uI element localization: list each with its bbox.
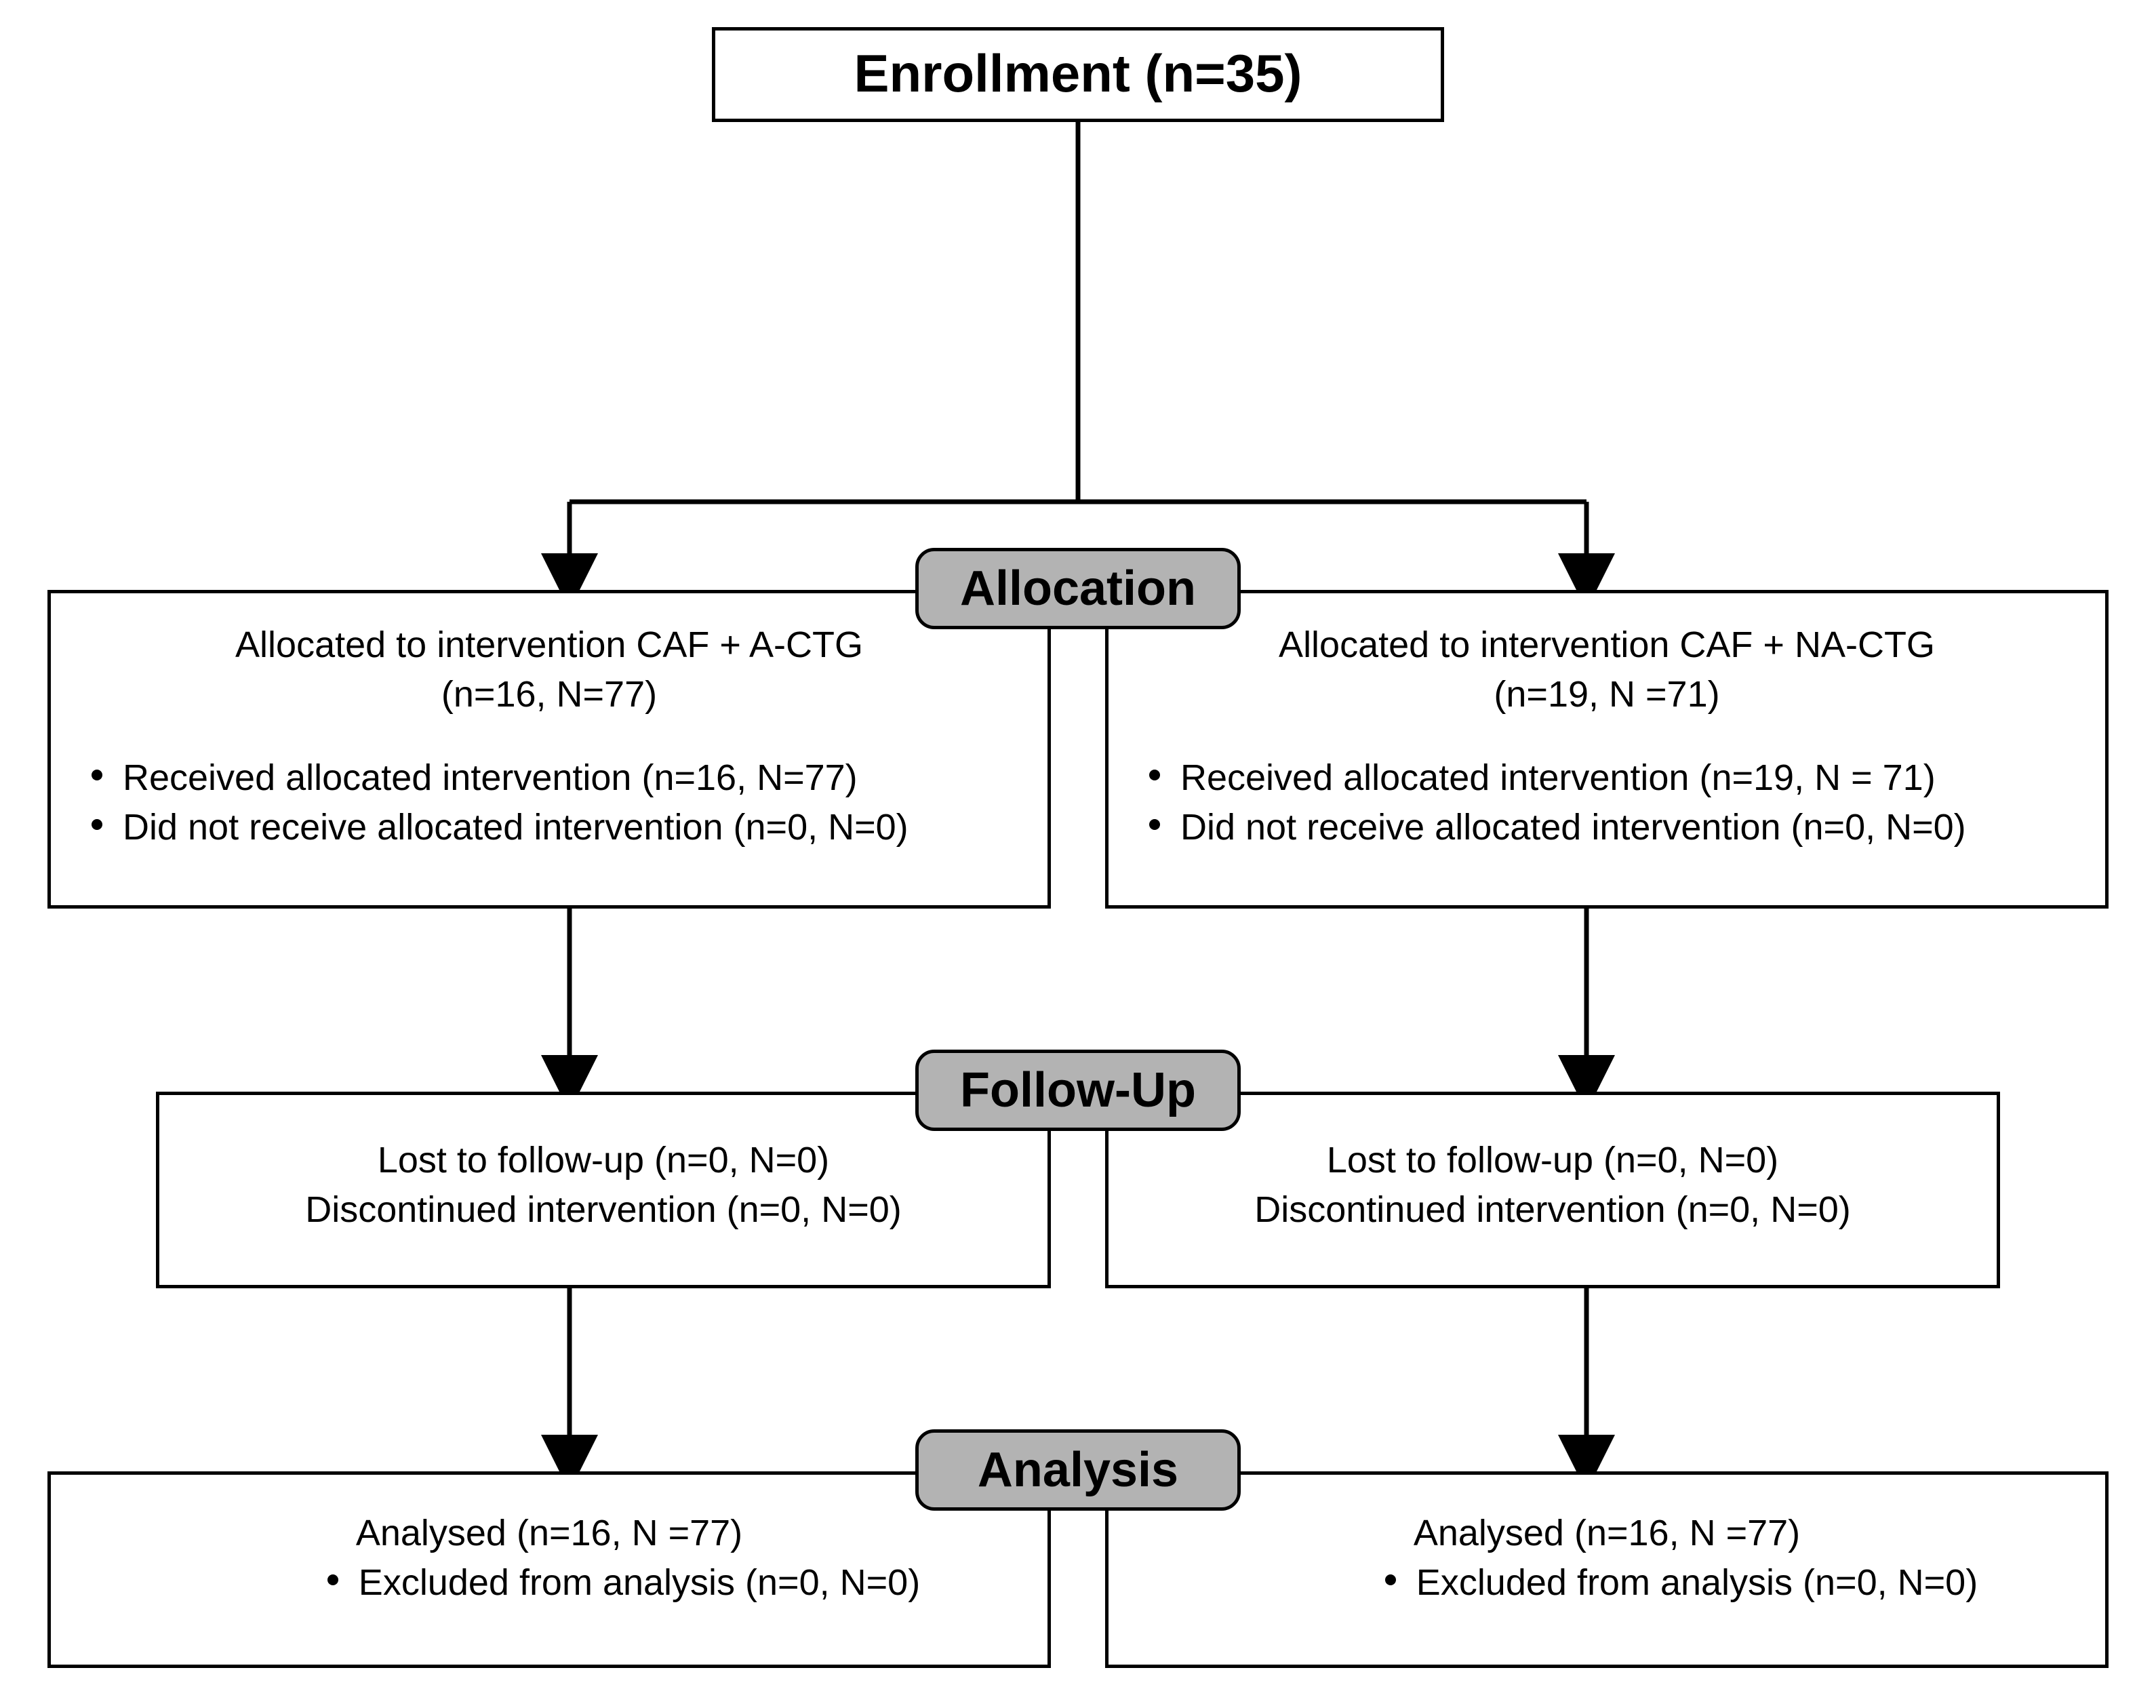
an-left-bullet1: Excluded from analysis (n=0, N=0) (359, 1558, 920, 1608)
allocation-left-node: Allocated to intervention CAF + A-CTG (n… (47, 590, 1051, 909)
bullet-icon (1385, 1574, 1396, 1585)
analysis-right-node: Analysed (n=16, N =77) Excluded from ana… (1105, 1471, 2109, 1668)
fu-left-line2: Discontinued intervention (n=0, N=0) (186, 1185, 1020, 1235)
phase-followup: Follow-Up (915, 1050, 1241, 1131)
bullet-icon (327, 1574, 338, 1585)
alloc-right-line2: (n=19, N =71) (1149, 670, 2064, 719)
phase-followup-label: Follow-Up (960, 1062, 1196, 1118)
an-right-bullet1: Excluded from analysis (n=0, N=0) (1416, 1558, 1978, 1608)
alloc-right-bullet2: Did not receive allocated intervention (… (1180, 803, 1966, 852)
bullet-icon (92, 819, 102, 830)
alloc-left-bullet1: Received allocated intervention (n=16, N… (123, 753, 858, 803)
phase-allocation-label: Allocation (960, 561, 1196, 616)
followup-left-node: Lost to follow-up (n=0, N=0) Discontinue… (156, 1092, 1051, 1288)
alloc-right-bullet1: Received allocated intervention (n=19, N… (1180, 753, 1936, 803)
enrollment-node: Enrollment (n=35) (712, 27, 1444, 122)
fu-right-line2: Discontinued intervention (n=0, N=0) (1136, 1185, 1970, 1235)
an-right-bullet1-row: Excluded from analysis (n=0, N=0) (1285, 1558, 2078, 1608)
bullet-icon (1149, 770, 1160, 780)
alloc-left-bullet2: Did not receive allocated intervention (… (123, 803, 909, 852)
fu-right-line1: Lost to follow-up (n=0, N=0) (1136, 1136, 1970, 1185)
alloc-left-line2: (n=16, N=77) (92, 670, 1007, 719)
enrollment-title: Enrollment (n=35) (736, 43, 1420, 104)
an-left-bullet1-row: Excluded from analysis (n=0, N=0) (227, 1558, 1020, 1608)
alloc-right-bullet2-row: Did not receive allocated intervention (… (1149, 803, 2064, 852)
fu-left-line1: Lost to follow-up (n=0, N=0) (186, 1136, 1020, 1185)
analysis-left-node: Analysed (n=16, N =77) Excluded from ana… (47, 1471, 1051, 1668)
bullet-icon (92, 770, 102, 780)
alloc-right-line1: Allocated to intervention CAF + NA-CTG (1149, 620, 2064, 670)
alloc-left-bullet2-row: Did not receive allocated intervention (… (92, 803, 1007, 852)
alloc-left-bullet1-row: Received allocated intervention (n=16, N… (92, 753, 1007, 803)
followup-right-node: Lost to follow-up (n=0, N=0) Discontinue… (1105, 1092, 2000, 1288)
consort-flowchart: Enrollment (n=35) Allocation Allocated t… (0, 0, 2156, 1708)
phase-analysis-label: Analysis (978, 1442, 1178, 1498)
phase-allocation: Allocation (915, 548, 1241, 629)
alloc-left-line1: Allocated to intervention CAF + A-CTG (92, 620, 1007, 670)
allocation-right-node: Allocated to intervention CAF + NA-CTG (… (1105, 590, 2109, 909)
an-left-line1: Analysed (n=16, N =77) (78, 1509, 1020, 1558)
an-right-line1: Analysed (n=16, N =77) (1136, 1509, 2078, 1558)
phase-analysis: Analysis (915, 1429, 1241, 1511)
bullet-icon (1149, 819, 1160, 830)
alloc-right-bullet1-row: Received allocated intervention (n=19, N… (1149, 753, 2064, 803)
